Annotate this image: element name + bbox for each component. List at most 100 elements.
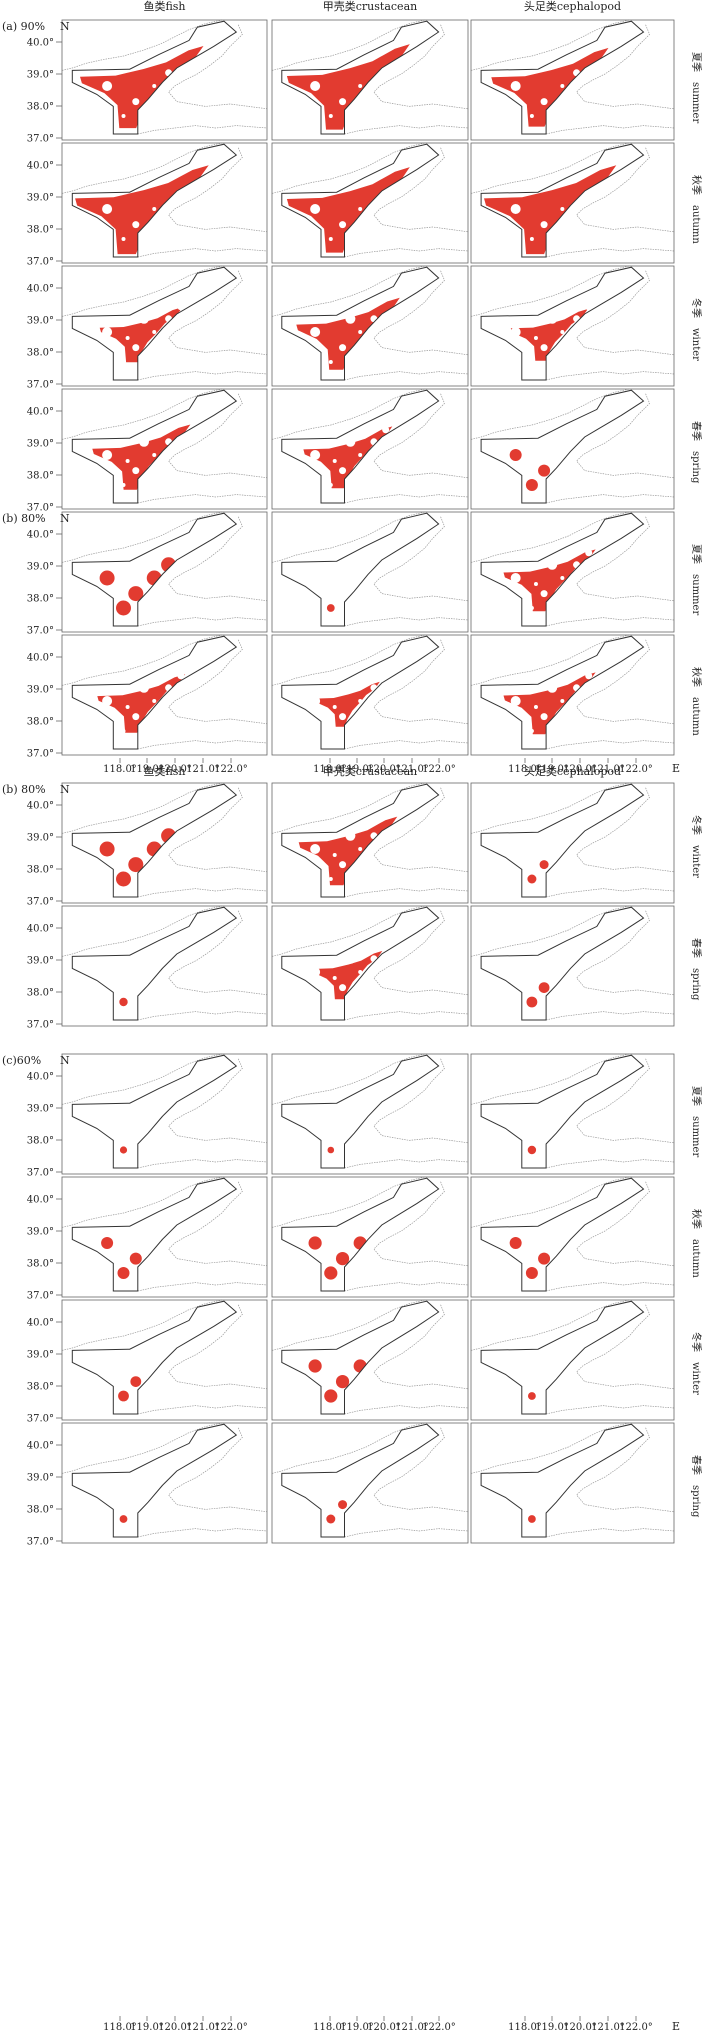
habitat-gap bbox=[360, 714, 365, 719]
habitat-area bbox=[528, 1515, 536, 1523]
habitat-gap bbox=[339, 984, 347, 992]
habitat-gap bbox=[139, 436, 149, 447]
habitat-gap bbox=[121, 360, 126, 364]
column-header: 甲壳类crustacean bbox=[323, 764, 417, 778]
habitat-patch bbox=[326, 1514, 336, 1524]
map-panel-b1-s1-c0 bbox=[61, 634, 268, 756]
lat-tick-label: 37.0° bbox=[27, 1414, 54, 1425]
habitat-gap bbox=[510, 696, 521, 706]
habitat-patch bbox=[326, 604, 335, 612]
season-label-en: summer bbox=[690, 1116, 701, 1157]
habitat-gap bbox=[382, 426, 390, 434]
survey-boundary bbox=[480, 1423, 645, 1538]
habitat-gap bbox=[152, 84, 157, 88]
lat-tick-label: 37.0° bbox=[27, 380, 54, 391]
habitat-gap bbox=[102, 204, 113, 214]
coastline bbox=[470, 388, 630, 440]
coastline bbox=[576, 147, 675, 233]
habitat-patch bbox=[509, 449, 522, 461]
habitat-patch bbox=[308, 1236, 322, 1250]
coastline bbox=[168, 1181, 268, 1267]
lon-tick-label: 121.0° bbox=[186, 764, 220, 775]
habitat-area bbox=[327, 1146, 335, 1154]
season-label: 冬季 winter bbox=[690, 298, 703, 361]
coastline bbox=[137, 371, 268, 381]
coastline bbox=[373, 910, 469, 996]
habitat-patch bbox=[75, 165, 209, 255]
lon-tick-label: 122.0° bbox=[422, 2022, 456, 2033]
lat-tick-label: 38.0° bbox=[27, 102, 54, 113]
lat-tick-label: 39.0° bbox=[27, 833, 54, 844]
coastline bbox=[168, 1427, 268, 1513]
lat-tick-label: 37.0° bbox=[27, 257, 54, 268]
season-label-cn: 秋季 bbox=[690, 1209, 703, 1229]
lon-tick-label: 120.0° bbox=[158, 2022, 192, 2033]
habitat-patch bbox=[528, 1392, 536, 1400]
coastline bbox=[576, 639, 675, 725]
lat-tick-label: 38.0° bbox=[27, 1136, 54, 1147]
coastline bbox=[546, 1405, 675, 1415]
block-label: (c)60% bbox=[2, 1054, 41, 1067]
habitat-gap bbox=[540, 590, 548, 598]
habitat-gap bbox=[345, 830, 356, 841]
habitat-gap bbox=[573, 561, 581, 569]
panel-frame bbox=[61, 1422, 268, 1544]
habitat-gap bbox=[529, 237, 534, 241]
habitat-area bbox=[101, 1237, 142, 1279]
habitat-area bbox=[303, 426, 393, 489]
season-label-cn: 夏季 bbox=[690, 52, 702, 72]
lat-tick-label: 37.0° bbox=[27, 1168, 54, 1179]
habitat-gap bbox=[345, 682, 356, 693]
coastline bbox=[470, 1176, 630, 1228]
habitat-area bbox=[80, 46, 204, 129]
habitat-area bbox=[326, 604, 335, 612]
coastline bbox=[546, 371, 675, 381]
coastline bbox=[373, 516, 469, 602]
coastline bbox=[546, 888, 675, 898]
habitat-gap bbox=[370, 684, 378, 692]
habitat-gap bbox=[121, 114, 126, 118]
coastline bbox=[271, 1176, 425, 1228]
panel-frame bbox=[61, 634, 268, 756]
panel-frame bbox=[61, 1053, 268, 1175]
coastline bbox=[344, 125, 469, 135]
season-label-cn: 夏季 bbox=[690, 544, 702, 564]
coastline bbox=[373, 393, 469, 479]
habitat-area bbox=[118, 1376, 142, 1402]
lat-tick-label: 40.0° bbox=[27, 1441, 54, 1452]
panel-frame bbox=[470, 265, 675, 387]
habitat-gap bbox=[332, 853, 337, 857]
habitat-gap bbox=[529, 729, 534, 733]
habitat-gap bbox=[585, 672, 593, 680]
lat-tick-label: 38.0° bbox=[27, 1505, 54, 1516]
lon-tick-label: 120.0° bbox=[367, 764, 401, 775]
coastline bbox=[168, 147, 268, 233]
survey-boundary bbox=[281, 1300, 440, 1415]
coastline bbox=[344, 1405, 469, 1415]
map-panel-b0-s3-c1 bbox=[271, 388, 469, 510]
season-label: 夏季 summer bbox=[690, 544, 702, 615]
survey-boundary bbox=[480, 389, 645, 504]
map-panel-b0-s2-c1 bbox=[271, 265, 469, 387]
lat-tick-label: 39.0° bbox=[27, 1473, 54, 1484]
habitat-patch bbox=[118, 1390, 129, 1402]
habitat-gap bbox=[132, 713, 140, 721]
habitat-area bbox=[527, 860, 549, 884]
lon-tick-label: 119.0° bbox=[535, 764, 569, 775]
lat-tick-label: 40.0° bbox=[27, 530, 54, 541]
habitat-gap bbox=[114, 366, 125, 377]
survey-boundary bbox=[71, 1054, 238, 1169]
map-panel-b3-s2-c0 bbox=[61, 1299, 268, 1421]
map-panel-b3-s2-c2 bbox=[470, 1299, 675, 1421]
lat-tick-label: 40.0° bbox=[27, 1195, 54, 1206]
survey-boundary bbox=[281, 512, 440, 627]
habitat-patch bbox=[286, 44, 410, 130]
habitat-area bbox=[308, 1359, 367, 1403]
lat-tick-label: 40.0° bbox=[27, 1318, 54, 1329]
lat-tick-label: 38.0° bbox=[27, 988, 54, 999]
season-label: 夏季 summer bbox=[690, 1086, 702, 1157]
habitat-area bbox=[509, 1237, 551, 1279]
survey-boundary bbox=[71, 783, 238, 898]
coastline bbox=[546, 617, 675, 627]
habitat-patch bbox=[509, 1237, 522, 1249]
